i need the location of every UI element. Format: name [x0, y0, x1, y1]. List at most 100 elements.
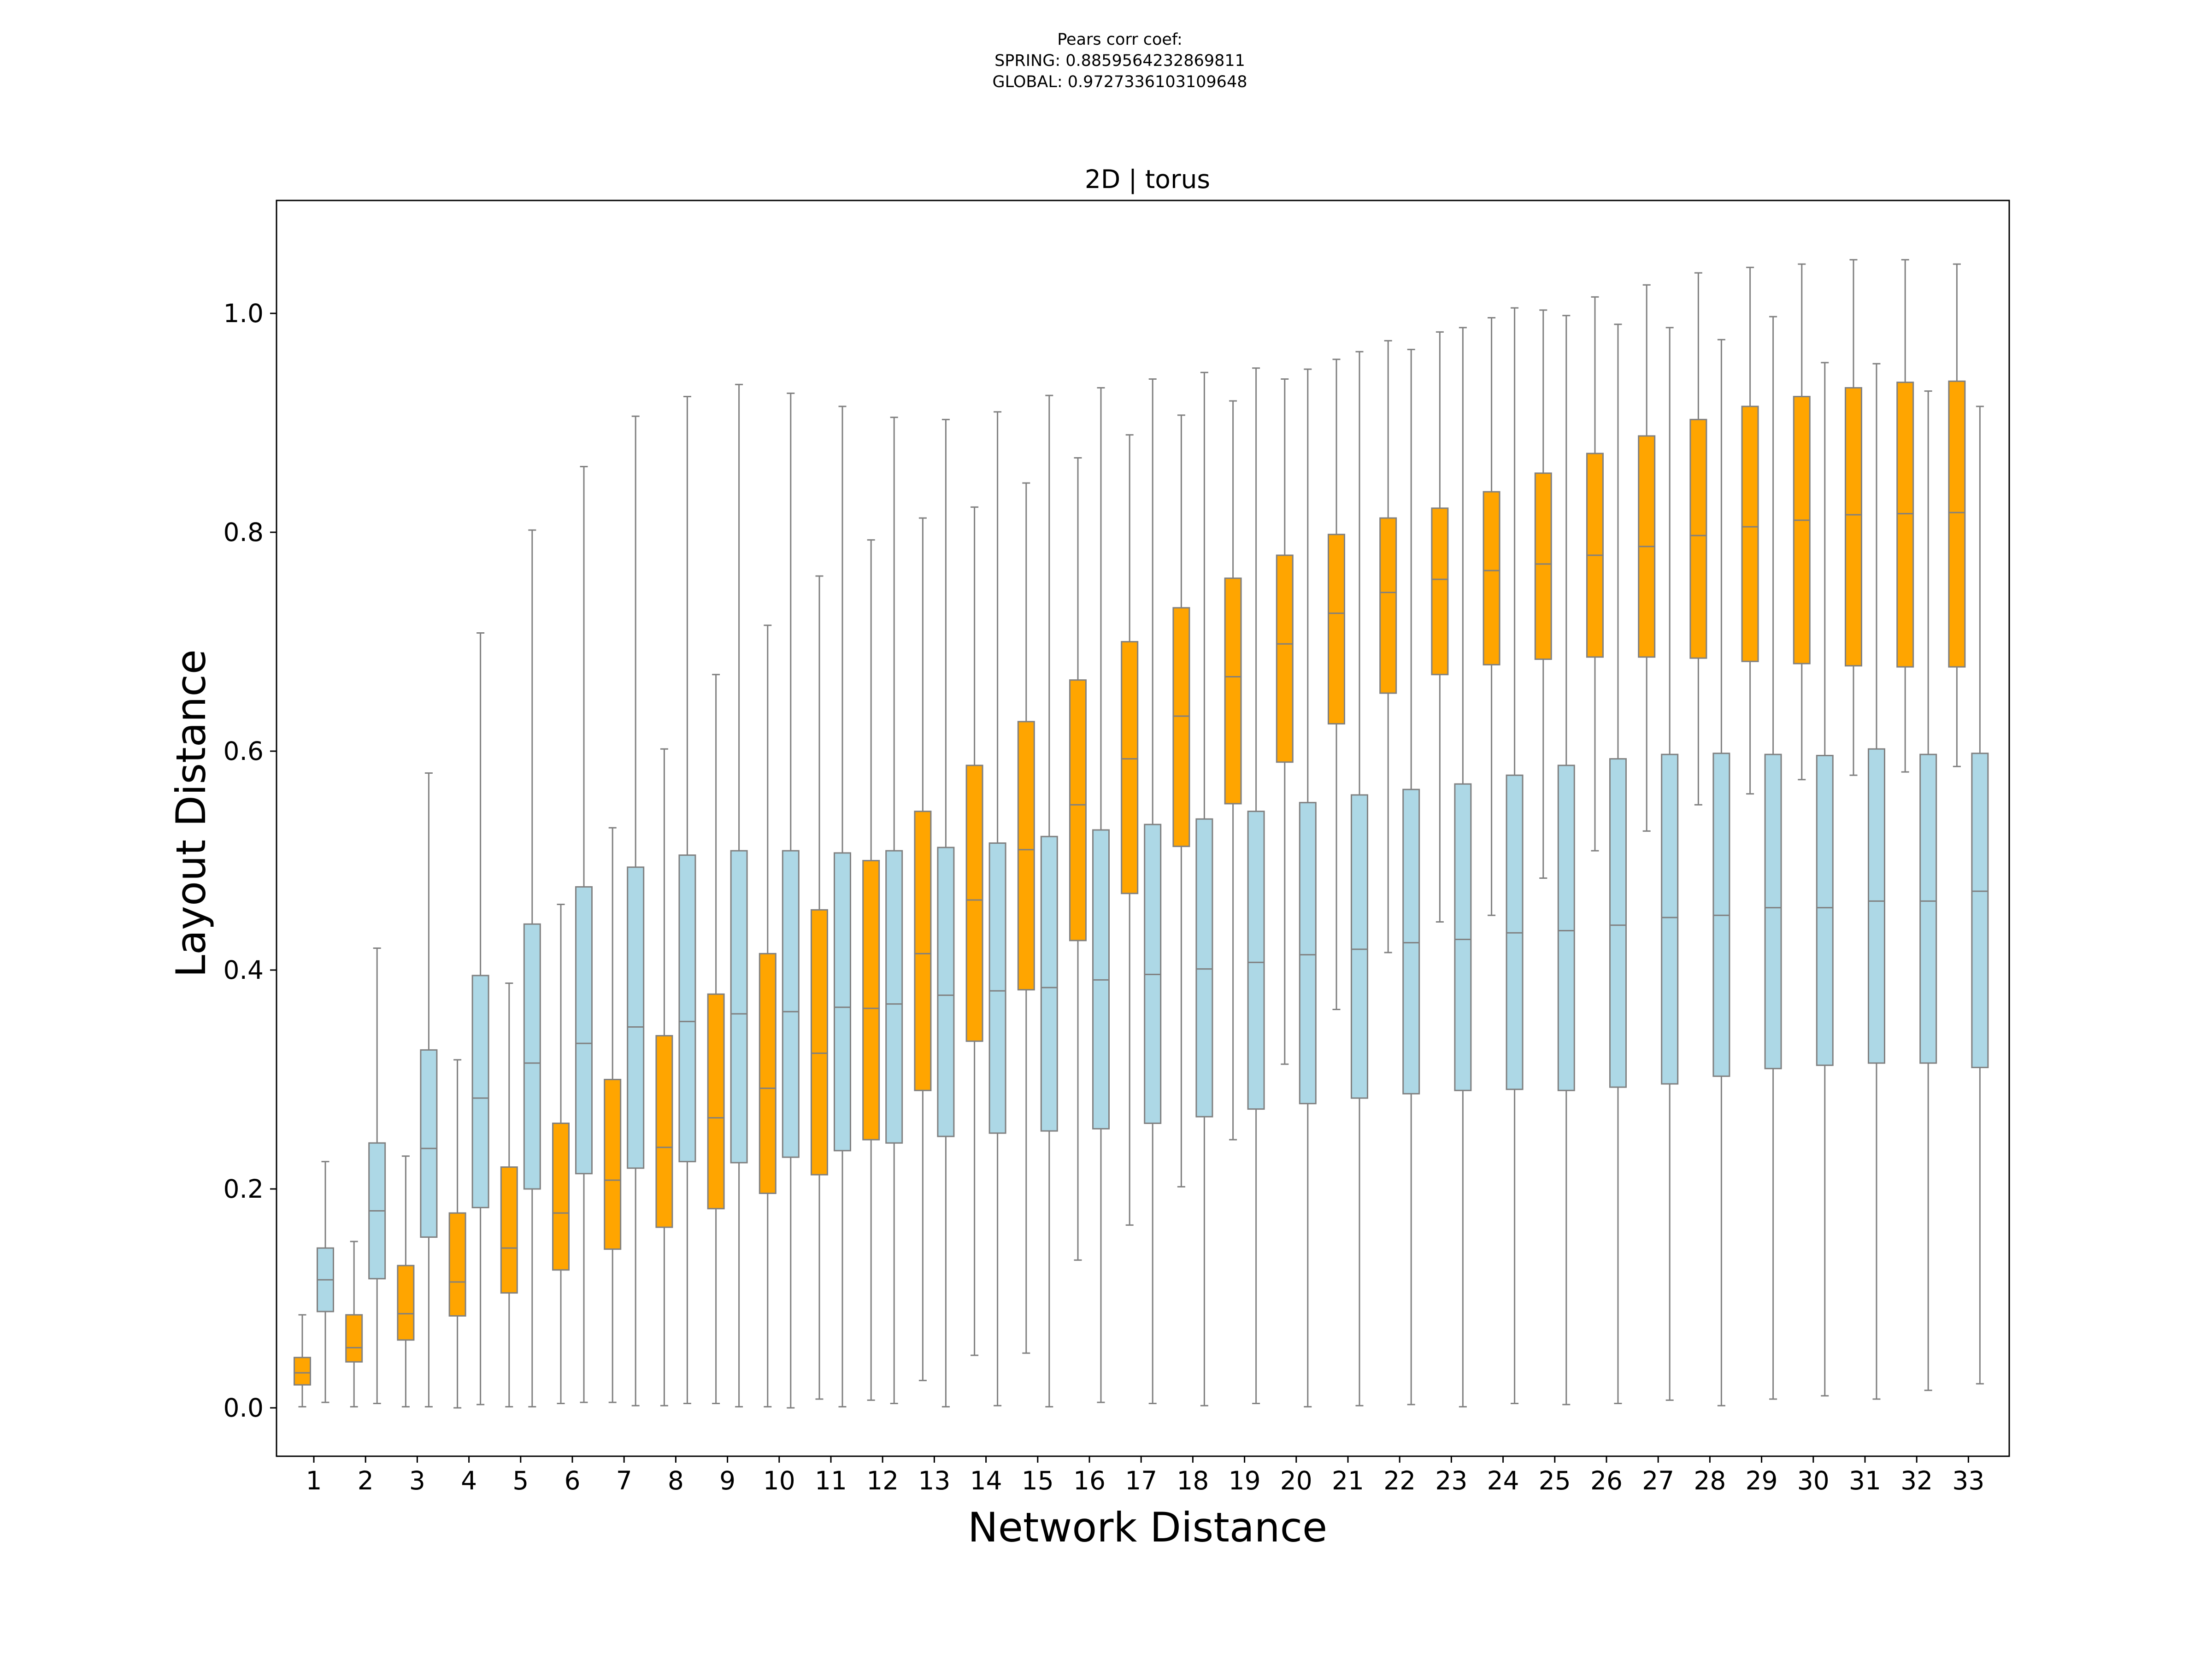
global-box-body — [1971, 753, 1989, 1068]
x-tick-label: 25 — [1539, 1466, 1571, 1495]
spring-box-body — [811, 909, 828, 1176]
spring-box-body — [1276, 554, 1294, 763]
plot-area — [276, 200, 2010, 1457]
spring-box-3 — [397, 1155, 415, 1408]
global-box-body — [1402, 788, 1420, 1094]
spring-box-body — [1483, 491, 1500, 665]
global-box-27 — [1661, 327, 1679, 1401]
spring-box-24 — [1483, 317, 1500, 916]
spring-box-9 — [707, 674, 725, 1404]
global-box-9 — [730, 383, 748, 1408]
global-box-body — [1040, 835, 1058, 1132]
suptitle-line-1: Pears corr coef: — [1057, 30, 1182, 49]
spring-box-22 — [1379, 340, 1397, 953]
spring-box-29 — [1741, 266, 1759, 795]
y-tick-label: 0.6 — [224, 736, 264, 766]
spring-box-body — [1896, 382, 1914, 668]
plot-title: 2D | torus — [1085, 165, 1210, 194]
spring-box-28 — [1689, 272, 1707, 806]
x-tick-label: 18 — [1177, 1466, 1209, 1495]
x-tick-label: 24 — [1487, 1466, 1519, 1495]
spring-box-6 — [552, 904, 570, 1404]
spring-box-31 — [1845, 259, 1862, 776]
spring-box-body — [1328, 534, 1345, 725]
spring-box-14 — [965, 506, 983, 1356]
global-box-16 — [1092, 387, 1110, 1403]
spring-box-5 — [500, 982, 518, 1408]
x-tick-label: 32 — [1900, 1466, 1933, 1495]
spring-box-body — [448, 1212, 466, 1317]
spring-box-body — [1224, 577, 1242, 805]
spring-box-body — [1431, 507, 1449, 676]
global-box-25 — [1557, 315, 1575, 1406]
global-box-2 — [368, 947, 386, 1404]
suptitle: Pears corr coef: SPRING: 0.8859564232869… — [993, 30, 1247, 91]
x-tick-label: 21 — [1332, 1466, 1364, 1495]
spring-box-body — [1793, 396, 1811, 665]
x-tick-label: 7 — [616, 1466, 632, 1495]
global-box-4 — [471, 632, 489, 1406]
plot-frame — [276, 200, 2010, 1457]
spring-box-body — [604, 1079, 622, 1250]
x-tick-label: 19 — [1229, 1466, 1261, 1495]
global-box-6 — [575, 466, 593, 1403]
global-box-body — [730, 850, 748, 1164]
global-box-body — [1351, 794, 1368, 1099]
spring-box-body — [500, 1166, 518, 1294]
global-box-body — [471, 975, 489, 1208]
spring-box-body — [1121, 641, 1139, 894]
global-box-body — [1454, 783, 1472, 1091]
global-box-13 — [937, 418, 955, 1408]
global-box-body — [1557, 765, 1575, 1091]
global-box-body — [1661, 753, 1679, 1085]
x-tick-label: 17 — [1125, 1466, 1157, 1495]
x-tick-label: 9 — [719, 1466, 735, 1495]
spring-box-12 — [862, 539, 880, 1401]
x-tick-label: 12 — [866, 1466, 899, 1495]
global-box-body — [575, 886, 593, 1175]
spring-box-16 — [1069, 457, 1087, 1261]
spring-box-7 — [604, 827, 622, 1403]
spring-box-13 — [914, 517, 932, 1382]
spring-box-body — [1689, 418, 1707, 659]
suptitle-line-2: SPRING: 0.8859564232869811 — [994, 52, 1245, 70]
global-box-11 — [834, 406, 851, 1408]
y-tick-label: 0.2 — [224, 1174, 264, 1204]
global-box-body — [1299, 802, 1317, 1105]
x-tick-label: 20 — [1280, 1466, 1312, 1495]
x-tick-label: 23 — [1435, 1466, 1467, 1495]
global-box-body — [523, 923, 541, 1190]
x-tick-label: 16 — [1073, 1466, 1106, 1495]
y-axis: 0.0 0.2 0.4 0.6 0.8 1.0 — [224, 299, 276, 1423]
global-box-17 — [1144, 378, 1162, 1404]
spring-box-32 — [1896, 259, 1914, 773]
global-box-body — [885, 850, 903, 1144]
spring-box-body — [914, 811, 932, 1091]
global-box-body — [988, 842, 1006, 1134]
spring-box-body — [552, 1123, 570, 1271]
global-box-body — [1764, 753, 1782, 1070]
spring-box-27 — [1638, 284, 1656, 832]
x-tick-label: 13 — [918, 1466, 950, 1495]
y-tick-label: 1.0 — [224, 299, 264, 328]
global-box-22 — [1402, 348, 1420, 1406]
y-tick-label: 0.8 — [224, 518, 264, 547]
x-axis: 1 2 3 4 5 6 7 8 9 10 11 12 13 14 15 16 17 18 19 20 21 22 23 24 2… — [306, 1456, 1984, 1495]
global-box-15 — [1040, 394, 1058, 1408]
spring-box-body — [397, 1265, 415, 1341]
global-box-body — [627, 866, 645, 1169]
global-box-32 — [1919, 390, 1937, 1391]
global-box-30 — [1816, 362, 1834, 1397]
global-box-body — [1816, 755, 1834, 1066]
x-axis-label: Network Distance — [968, 1504, 1327, 1551]
x-tick-label: 28 — [1694, 1466, 1726, 1495]
x-tick-label: 8 — [668, 1466, 684, 1495]
x-tick-label: 5 — [512, 1466, 529, 1495]
global-box-body — [834, 852, 851, 1152]
global-box-body — [1609, 758, 1627, 1088]
global-box-21 — [1351, 351, 1368, 1406]
global-box-body — [1868, 748, 1885, 1064]
global-box-19 — [1247, 367, 1265, 1404]
spring-box-body — [345, 1314, 363, 1363]
